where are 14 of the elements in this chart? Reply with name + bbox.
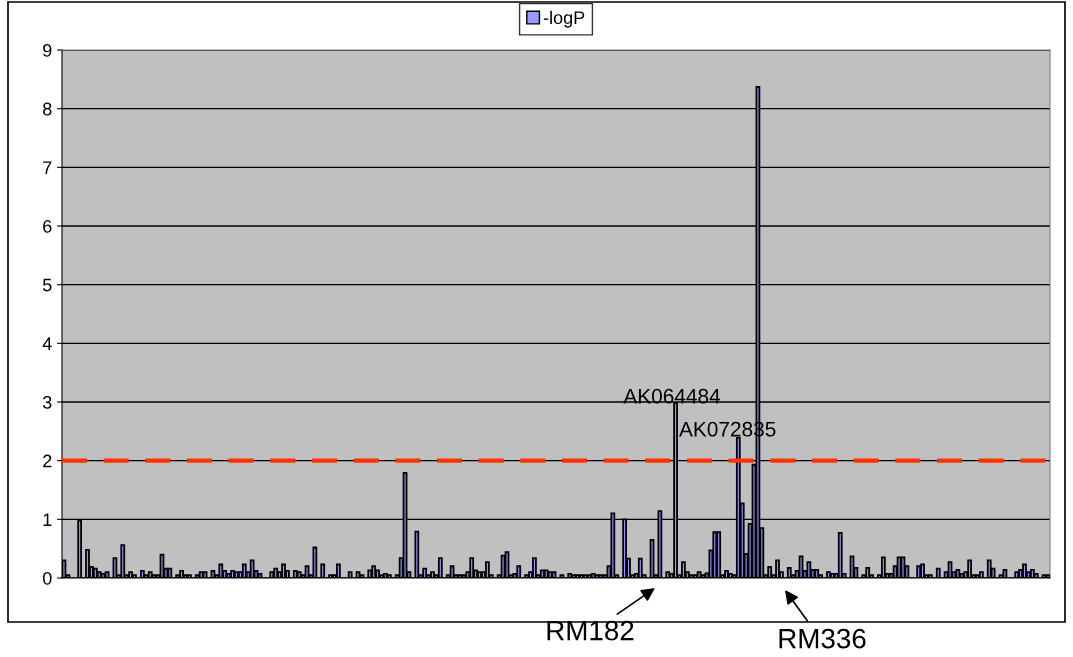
- annotation: AK064484: [623, 388, 721, 404]
- y-tick-label: 3: [42, 395, 52, 409]
- y-tick-label: 7: [43, 161, 52, 174]
- text: RM182: [547, 620, 634, 641]
- y-tick-label: 4: [42, 337, 52, 350]
- y-tick-label: 1: [43, 513, 52, 526]
- y-tick-label: 9: [43, 43, 52, 57]
- y-tick-label: 2: [43, 454, 52, 468]
- y-tick-label: 0: [42, 571, 52, 585]
- y-tick-label: 6: [43, 219, 52, 233]
- y-tick-label: 8: [43, 102, 52, 116]
- legend-label: -logP: [543, 10, 585, 28]
- text: RM336: [779, 628, 866, 649]
- y-tick-label: 5: [42, 278, 52, 292]
